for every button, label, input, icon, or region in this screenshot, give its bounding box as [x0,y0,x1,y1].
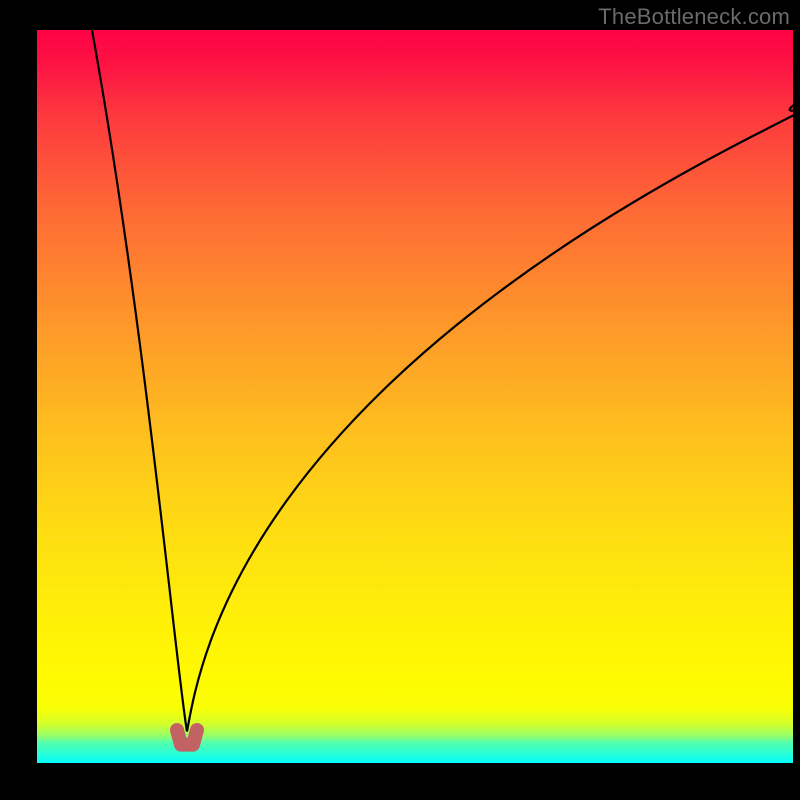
gradient-background [37,30,793,763]
watermark-text: TheBottleneck.com [598,4,790,30]
chart-container: TheBottleneck.com [0,0,800,800]
plot-area [37,30,793,763]
plot-svg [37,30,793,763]
